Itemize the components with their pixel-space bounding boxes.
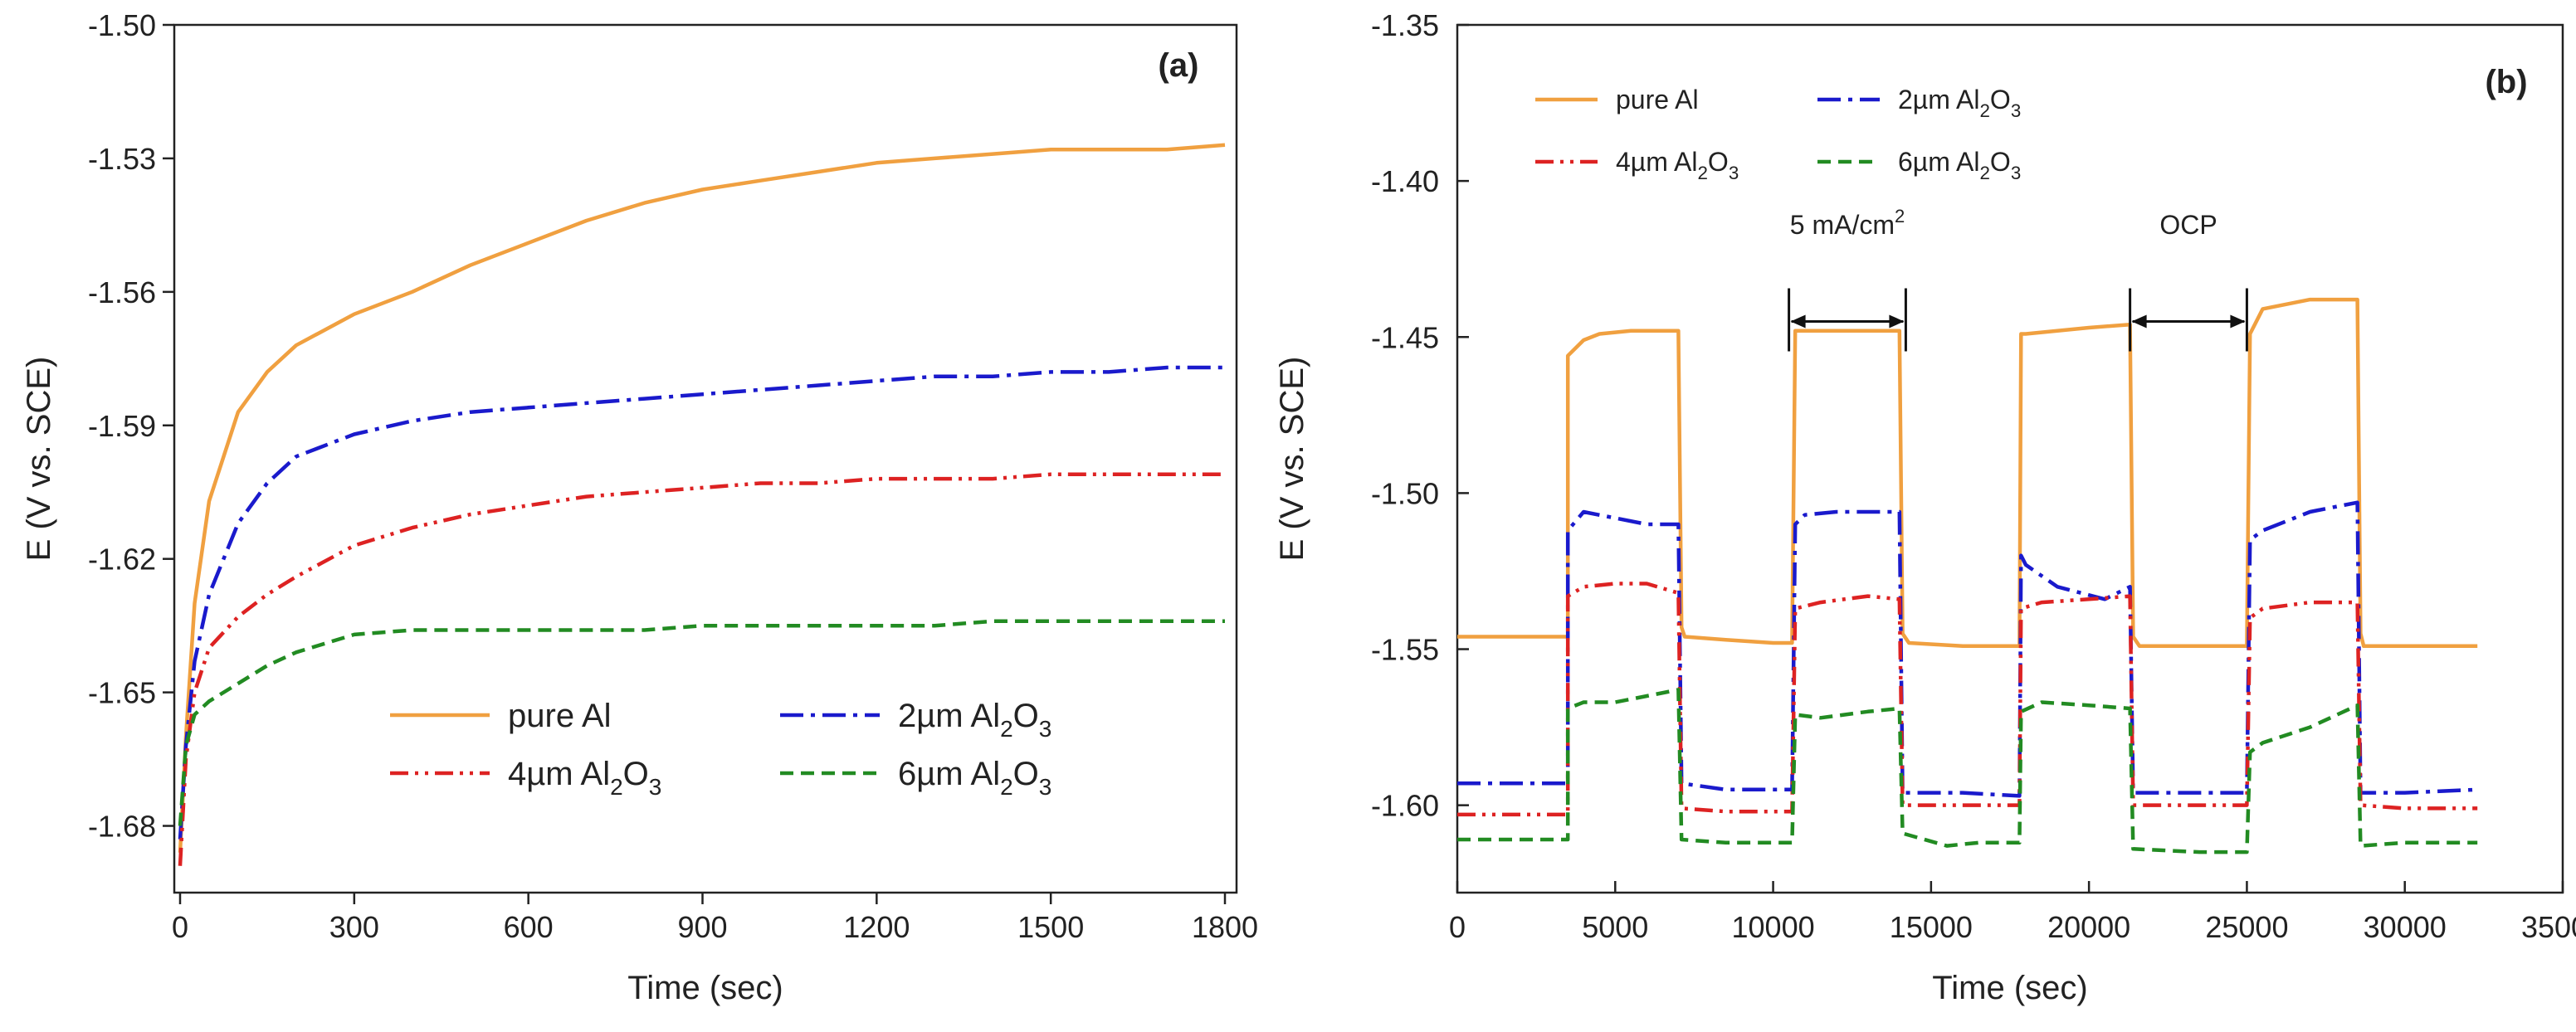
legend: pure Al 2µm Al2O3 4µm Al2O3 6µm Al2O3	[1535, 85, 2021, 183]
x-tick-label: 25000	[2205, 910, 2288, 944]
legend-label: 2µm Al2O3	[1898, 85, 2021, 121]
series-line-3	[1457, 688, 2478, 854]
series-line-3	[178, 619, 1225, 826]
series-line-0	[1457, 297, 2478, 649]
legend-label: 2µm Al2O3	[898, 698, 1051, 742]
legend-item: pure Al	[390, 698, 612, 734]
x-tick-label: 35000	[2521, 910, 2576, 944]
y-tick-label: -1.45	[1371, 320, 1439, 354]
plot-frame	[1456, 23, 2564, 894]
y-tick-label: -1.59	[88, 409, 156, 443]
x-axis-label: Time (sec)	[1932, 970, 2087, 1006]
legend-item: 6µm Al2O3	[780, 756, 1051, 800]
legend-item: pure Al	[1535, 85, 1699, 114]
x-tick-label: 20000	[2047, 910, 2130, 944]
x-tick-label: 0	[172, 910, 188, 944]
series-line-1	[1457, 500, 2478, 798]
x-tick-label: 0	[1449, 910, 1466, 944]
series-line-0	[178, 143, 1226, 853]
y-tick-label: -1.62	[88, 543, 156, 577]
series-line-2	[178, 472, 1225, 866]
y-tick-label: -1.53	[88, 142, 156, 176]
chart-b: 0 5000 10000 15000 20000 25000 30000 35000 -1.35…	[1274, 8, 2576, 1006]
y-tick-label: -1.65	[88, 676, 156, 710]
x-tick-label: 300	[329, 910, 379, 944]
x-tick-label: 900	[677, 910, 727, 944]
legend-item: 2µm Al2O3	[780, 698, 1051, 742]
series-line-1	[178, 365, 1225, 840]
annotation-label: OCP	[2159, 210, 2217, 240]
panel-label: (b)	[2485, 64, 2527, 100]
series-group	[1457, 297, 2478, 854]
y-tick-label: -1.40	[1371, 164, 1439, 198]
y-tick-label: -1.68	[88, 810, 156, 844]
series-line-2	[1457, 582, 2478, 817]
panel-label: (a)	[1159, 47, 1199, 84]
y-tick-label: -1.55	[1371, 633, 1439, 667]
x-tick-label: 5000	[1582, 910, 1648, 944]
series-group	[178, 143, 1226, 866]
chart-a: 0 300 600 900 1200 1500 1800 -1.50 -1.53 -1.56 -1.…	[21, 8, 1258, 1006]
x-tick-label: 1800	[1192, 910, 1258, 944]
legend-label: 4µm Al2O3	[508, 756, 661, 800]
arrowhead-left-icon	[2131, 314, 2147, 329]
x-tick-label: 600	[504, 910, 554, 944]
x-tick-label: 1500	[1017, 910, 1084, 944]
y-tick-label: -1.60	[1371, 789, 1439, 823]
y-tick-label: -1.56	[88, 275, 156, 309]
legend-item: 6µm Al2O3	[1817, 147, 2021, 183]
y-tick-label: -1.50	[88, 8, 156, 42]
legend-item: 4µm Al2O3	[1535, 147, 1739, 183]
x-tick-label: 15000	[1890, 910, 1973, 944]
legend-label: 4µm Al2O3	[1616, 147, 1739, 183]
y-tick-label: -1.35	[1371, 8, 1439, 42]
legend-label: 6µm Al2O3	[1898, 147, 2021, 183]
legend-item: 2µm Al2O3	[1817, 85, 2021, 121]
arrowhead-right-icon	[1889, 314, 1905, 329]
x-axis-label: Time (sec)	[627, 970, 783, 1006]
arrowhead-right-icon	[2230, 314, 2246, 329]
y-tick-label: -1.50	[1371, 476, 1439, 510]
y-axis-label: E (V vs. SCE)	[1274, 357, 1310, 562]
plot-frame	[173, 23, 1238, 894]
legend-label: 6µm Al2O3	[898, 756, 1051, 800]
y-axis-label: E (V vs. SCE)	[21, 357, 57, 562]
annotation-1: OCP	[2129, 210, 2248, 352]
legend-item: 4µm Al2O3	[390, 756, 661, 800]
x-tick-label: 10000	[1732, 910, 1815, 944]
annotation-0: 5 mA/cm2	[1788, 206, 1907, 352]
legend: pure Al 2µm Al2O3 4µm Al2O3 6µm Al2O3	[390, 698, 1051, 800]
legend-label: pure Al	[1616, 85, 1699, 114]
x-tick-label: 1200	[843, 910, 910, 944]
x-tick-label: 30000	[2364, 910, 2447, 944]
arrowhead-left-icon	[1790, 314, 1806, 329]
annotation-label: 5 mA/cm2	[1790, 206, 1905, 240]
legend-label: pure Al	[508, 698, 612, 734]
